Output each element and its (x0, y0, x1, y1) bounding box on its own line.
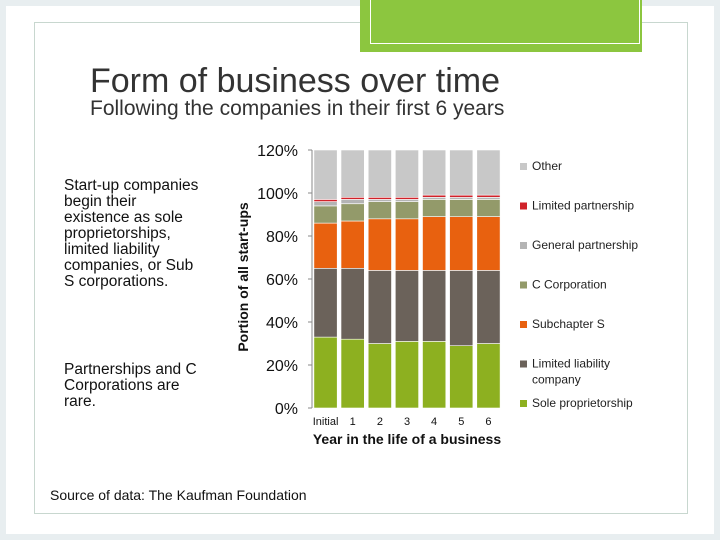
legend-label: General partnership (532, 238, 638, 252)
bar-segment (476, 270, 501, 344)
legend-label: Limited liability company (532, 357, 610, 387)
bar-segment (394, 197, 419, 200)
bar-segment (313, 205, 338, 224)
bar-segment (394, 201, 419, 220)
bar-segment (340, 267, 365, 340)
bar-segment (313, 149, 338, 200)
bar-segment (340, 203, 365, 222)
legend-swatch (520, 242, 527, 249)
bar-segment (313, 201, 338, 207)
source-note: Source of data: The Kaufman Foundation (50, 487, 307, 503)
y-tick-label: 0% (275, 401, 298, 418)
x-tick-label: Initial (313, 416, 339, 428)
legend-swatch (520, 321, 527, 328)
legend-label: Other (532, 159, 562, 173)
bar-segment (422, 149, 447, 196)
y-axis-label: Portion of all start-ups (235, 202, 251, 352)
body-paragraph-2: Partnerships and C Corporations are rare… (64, 361, 197, 410)
bar-segment (394, 149, 419, 198)
bar-segment (340, 197, 365, 200)
x-tick-label: 1 (350, 416, 356, 428)
bar-segment (313, 336, 338, 409)
bar-segment (394, 341, 419, 409)
bar-segment (422, 199, 447, 217)
slide-subtitle: Following the companies in their first 6… (90, 97, 505, 120)
bar-segment (367, 201, 392, 220)
bar-segment (367, 199, 392, 202)
bar-segment (476, 343, 501, 409)
bar-segment (313, 267, 338, 338)
slide-title: Form of business over time (90, 62, 501, 100)
legend-swatch (520, 281, 527, 289)
bar-segment (394, 199, 419, 202)
legend-label: Limited partnership (532, 199, 634, 213)
x-tick-label: 3 (404, 416, 410, 428)
bar-segment (422, 216, 447, 271)
legend-label: Subchapter S (532, 317, 605, 331)
bar-segment (449, 149, 474, 196)
bar-segment (394, 270, 419, 342)
bar-segment (340, 220, 365, 269)
bar-segment (367, 197, 392, 200)
bar-segment (340, 199, 365, 204)
bar-segment (367, 218, 392, 271)
bar-segment (422, 270, 447, 342)
bar-segment (422, 194, 447, 198)
y-tick-label: 20% (266, 358, 298, 375)
y-tick-label: 120% (257, 143, 298, 160)
y-tick-label: 80% (266, 229, 298, 246)
bar-segment (422, 341, 447, 409)
legend-swatch (520, 163, 527, 170)
y-tick-label: 100% (257, 186, 298, 203)
bar-segment (476, 199, 501, 217)
bar-segment (449, 345, 474, 409)
legend-swatch (520, 400, 527, 407)
bar-segment (476, 149, 501, 196)
bar-segment (476, 194, 501, 198)
x-tick-label: 2 (377, 416, 383, 428)
bar-segment (449, 270, 474, 346)
x-tick-label: 6 (485, 416, 491, 428)
x-tick-label: 5 (458, 416, 464, 428)
bar-segment (367, 343, 392, 409)
title-decoration-outline (370, 0, 640, 44)
bar-segment (449, 194, 474, 198)
bar-segment (394, 218, 419, 271)
bar-segment (340, 338, 365, 409)
x-tick-label: 4 (431, 416, 437, 428)
bar-segment (422, 197, 447, 200)
bar-segment (476, 216, 501, 271)
y-tick-label: 60% (266, 272, 298, 289)
bar-segment (313, 222, 338, 269)
body-paragraph-1: Start-up companies begin their existence… (64, 177, 199, 290)
legend-label: Sole proprietorship (532, 396, 633, 410)
bar-segment (313, 199, 338, 202)
x-axis-label: Year in the life of a business (313, 431, 501, 447)
bar-segment (449, 216, 474, 271)
bar-segment (476, 197, 501, 200)
bar-segment (449, 199, 474, 218)
y-tick-label: 40% (266, 315, 298, 332)
bar-segment (367, 270, 392, 344)
legend-swatch (520, 202, 527, 210)
bar-segment (367, 149, 392, 198)
legend-label: C Corporation (532, 278, 607, 292)
bar-segment (340, 149, 365, 198)
legend-swatch (520, 360, 527, 368)
